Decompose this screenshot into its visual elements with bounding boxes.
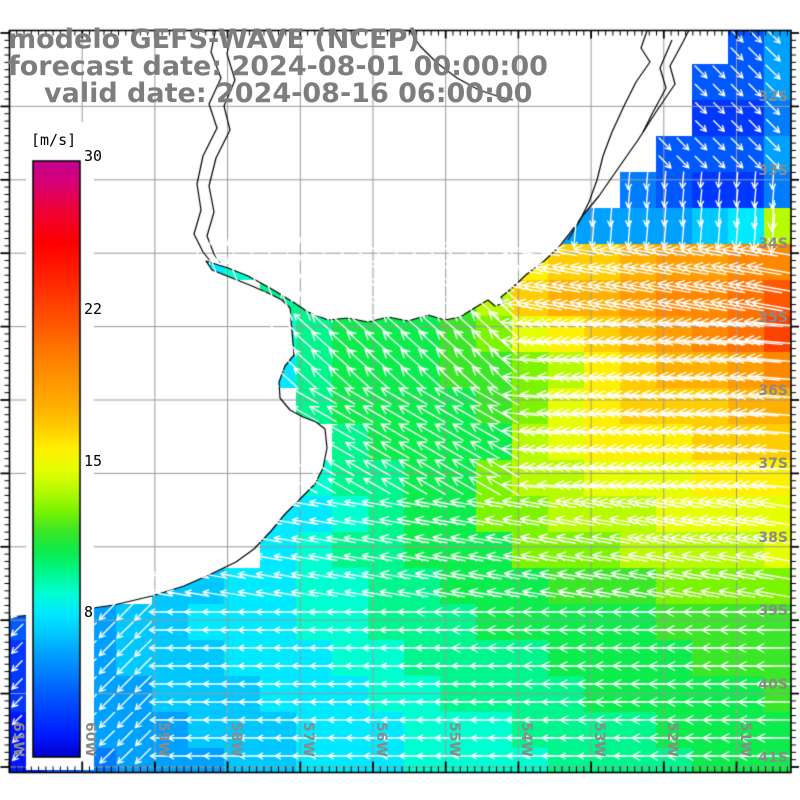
valid-date: valid date: 2024-08-16 06:00:00 bbox=[44, 78, 533, 109]
colorbar-tick-label: 8 bbox=[84, 603, 94, 621]
lat-label: 32S bbox=[758, 89, 788, 106]
lat-label: 39S bbox=[758, 603, 788, 620]
lon-label: 57W bbox=[300, 722, 317, 757]
lon-label: 51W bbox=[736, 722, 753, 757]
lon-label: 61W bbox=[9, 722, 26, 757]
lon-label: 55W bbox=[445, 722, 462, 757]
lon-label: 54W bbox=[518, 722, 535, 757]
model-title: modelo GEFS-WAVE (NCEP) bbox=[8, 24, 420, 55]
lon-label: 56W bbox=[373, 722, 389, 757]
lat-label: 35S bbox=[758, 309, 788, 326]
lon-label: 58W bbox=[227, 722, 244, 757]
lat-label: 37S bbox=[758, 456, 788, 473]
colorbar-tick-label: 15 bbox=[84, 452, 103, 470]
lat-label: 38S bbox=[758, 529, 788, 546]
colorbar-tick-label: 22 bbox=[84, 300, 103, 318]
lon-label: 59W bbox=[154, 722, 171, 757]
lat-label: 33S bbox=[758, 162, 788, 179]
lon-label: 52W bbox=[663, 722, 680, 757]
lon-label: 53W bbox=[591, 722, 608, 757]
lat-label: 41S bbox=[758, 750, 788, 766]
lon-label: 60W bbox=[82, 722, 99, 757]
lat-label: 36S bbox=[758, 383, 788, 399]
lat-label: 34S bbox=[758, 236, 788, 253]
colorbar-unit-label: [m/s] bbox=[31, 131, 77, 149]
colorbar-tick-label: 30 bbox=[84, 147, 103, 165]
forecast-date: forecast date: 2024-08-01 00:00:00 bbox=[8, 51, 548, 82]
lat-label: 40S bbox=[758, 676, 788, 693]
